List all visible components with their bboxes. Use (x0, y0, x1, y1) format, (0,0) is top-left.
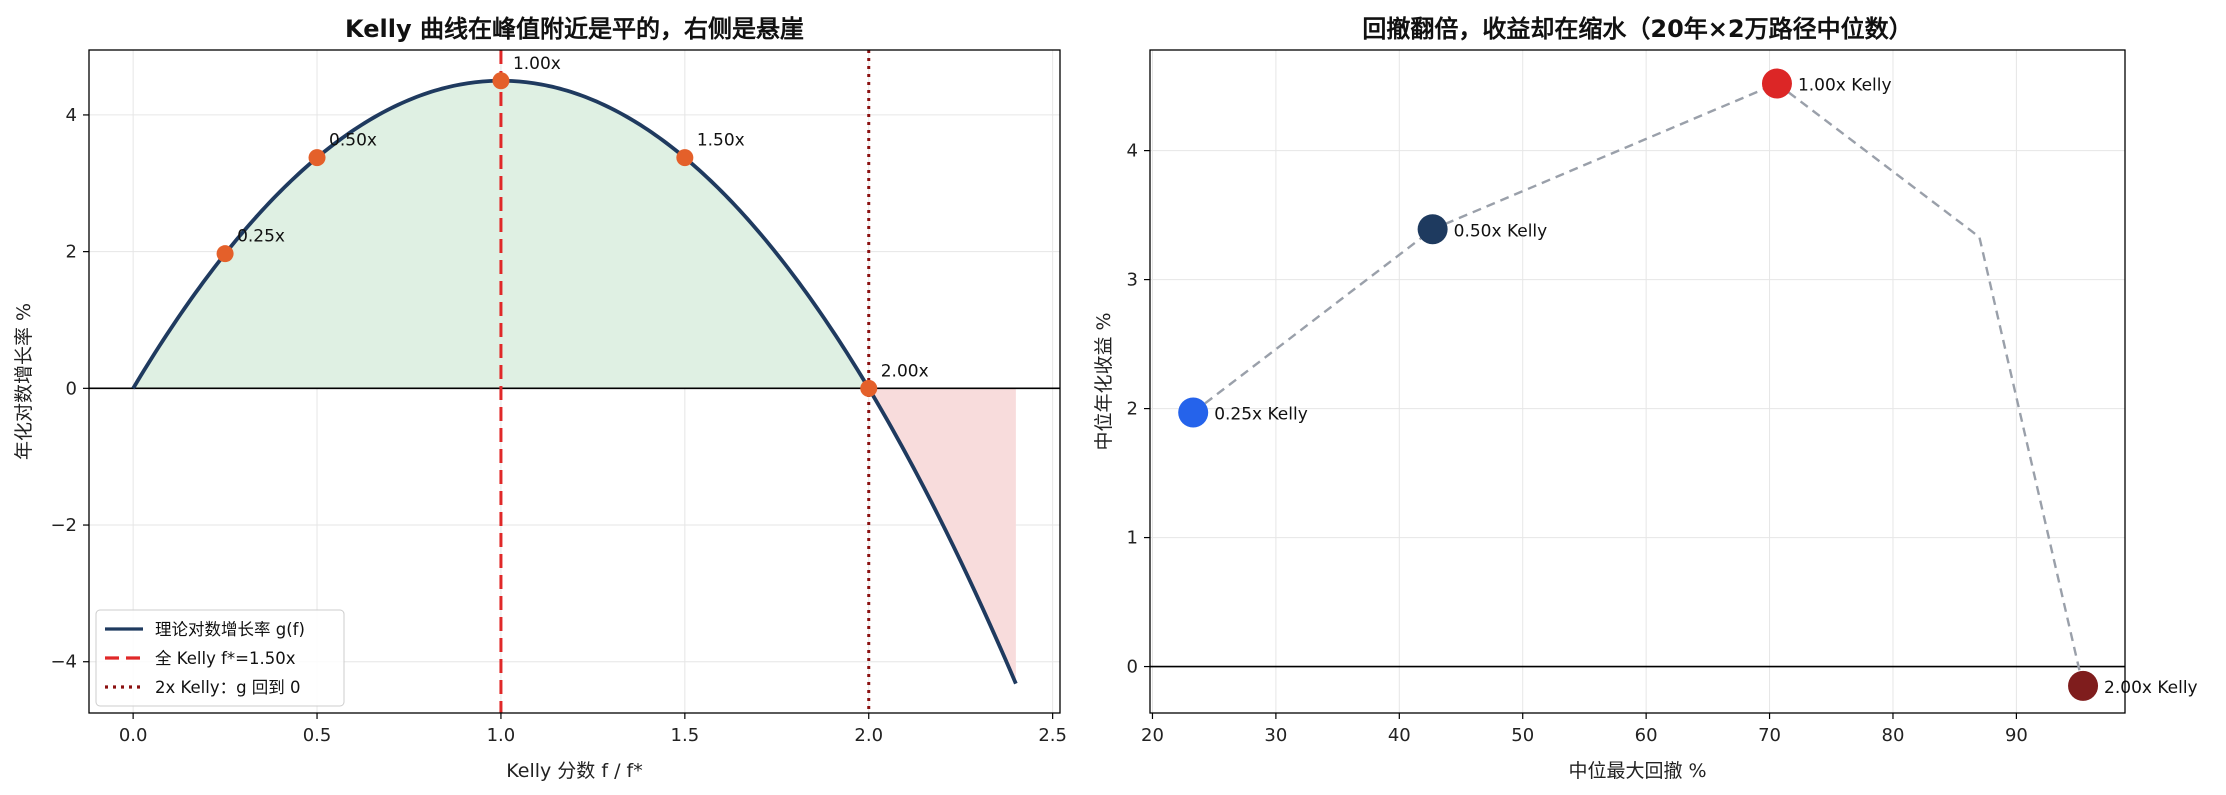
left-chart-title: Kelly 曲线在峰值附近是平的，右侧是悬崖 (345, 15, 804, 43)
right-point-label: 1.00x Kelly (1798, 76, 1892, 96)
legend-entry-label: 理论对数增长率 g(f) (155, 620, 305, 639)
left-legend: 理论对数增长率 g(f) 全 Kelly f*=1.50x 2x Kelly：g 回… (95, 609, 345, 707)
right-y-tick-label: 4 (1127, 141, 1138, 162)
right-point-marker (1761, 68, 1792, 99)
legend-entry-label: 全 Kelly f*=1.50x (155, 649, 296, 668)
right-y-tick-label: 1 (1127, 528, 1138, 549)
left-area-fills (133, 80, 1016, 684)
right-point-label: 0.25x Kelly (1214, 404, 1308, 424)
right-y-axis-label: 中位年化收益 % (1093, 312, 1115, 450)
left-x-tick-label: 2.5 (1038, 725, 1067, 746)
right-x-ticks: 20 30 40 50 60 70 80 90 (1141, 713, 2028, 746)
left-x-tick-label: 1.5 (671, 725, 700, 746)
legend-box (95, 609, 345, 707)
right-point-label: 2.00x Kelly (2104, 678, 2198, 698)
right-x-tick-label: 40 (1388, 725, 1411, 746)
right-connector-line (1192, 82, 2085, 687)
left-y-tick-label: 0 (66, 378, 77, 399)
left-chart: Kelly 曲线在峰值附近是平的，右侧是悬崖 Kelly 分数 f / f* 年… (13, 15, 1067, 782)
left-negative-fill (868, 388, 1016, 684)
left-y-tick-label: −4 (50, 652, 77, 673)
right-x-tick-label: 90 (2005, 725, 2028, 746)
left-y-tick-label: 4 (66, 105, 77, 126)
left-point-marker (216, 245, 234, 263)
right-chart: 回撤翻倍，收益却在缩水（20年×2万路径中位数） 中位最大回撤 % 中位年化收益… (1093, 15, 2198, 782)
left-point-label: 2.00x (881, 361, 929, 381)
left-reference-lines (499, 50, 871, 713)
left-kelly-points: 0.25x 0.50x 1.00x 1.50x 2.00x (216, 54, 929, 397)
left-x-tick-label: 1.0 (487, 725, 516, 746)
left-point-marker (308, 149, 326, 167)
legend-entry-label: 2x Kelly：g 回到 0 (155, 678, 301, 697)
right-y-tick-label: 2 (1127, 399, 1138, 420)
right-y-tick-label: 0 (1127, 657, 1138, 678)
left-x-ticks: 0.0 0.5 1.0 1.5 2.0 2.5 (119, 713, 1067, 746)
left-y-axis-label: 年化对数增长率 % (13, 303, 35, 460)
right-point-label: 0.50x Kelly (1454, 221, 1548, 241)
left-point-label: 1.50x (697, 131, 745, 151)
right-grid (1150, 50, 2125, 713)
left-plot-frame (88, 49, 1061, 714)
left-x-tick-label: 0.0 (119, 725, 148, 746)
left-y-tick-label: −2 (50, 515, 77, 536)
left-point-label: 0.50x (329, 131, 377, 151)
right-point-marker (1178, 397, 1209, 428)
left-point-marker (676, 149, 694, 167)
right-plot-frame (1149, 49, 2126, 714)
left-frame-rect (88, 49, 1061, 714)
right-chart-title: 回撤翻倍，收益却在缩水（20年×2万路径中位数） (1362, 15, 1912, 43)
right-x-tick-label: 50 (1511, 725, 1534, 746)
right-point-marker (2068, 670, 2099, 701)
right-frame-rect (1149, 49, 2126, 714)
left-x-tick-label: 0.5 (303, 725, 332, 746)
right-x-axis-label: 中位最大回撤 % (1568, 760, 1706, 782)
left-point-label: 1.00x (513, 54, 561, 74)
right-x-tick-label: 80 (1882, 725, 1905, 746)
right-x-tick-label: 70 (1758, 725, 1781, 746)
right-x-tick-label: 60 (1635, 725, 1658, 746)
right-kelly-points: 0.25x Kelly 0.50x Kelly 1.00x Kelly 2.00x K… (1178, 68, 2198, 701)
left-x-tick-label: 2.0 (854, 725, 883, 746)
left-point-label: 0.25x (237, 227, 285, 247)
right-connector-path (1192, 82, 2085, 687)
right-x-tick-label: 20 (1141, 725, 1164, 746)
left-x-axis-label: Kelly 分数 f / f* (506, 760, 642, 782)
left-point-marker (860, 379, 878, 397)
left-point-marker (492, 72, 510, 90)
right-x-tick-label: 30 (1264, 725, 1287, 746)
right-y-ticks: 0 1 2 3 4 (1127, 141, 1150, 678)
left-y-tick-label: 2 (66, 242, 77, 263)
left-y-ticks: −4 −2 0 2 4 (50, 105, 89, 673)
right-y-tick-label: 3 (1127, 270, 1138, 291)
right-point-marker (1417, 214, 1448, 245)
